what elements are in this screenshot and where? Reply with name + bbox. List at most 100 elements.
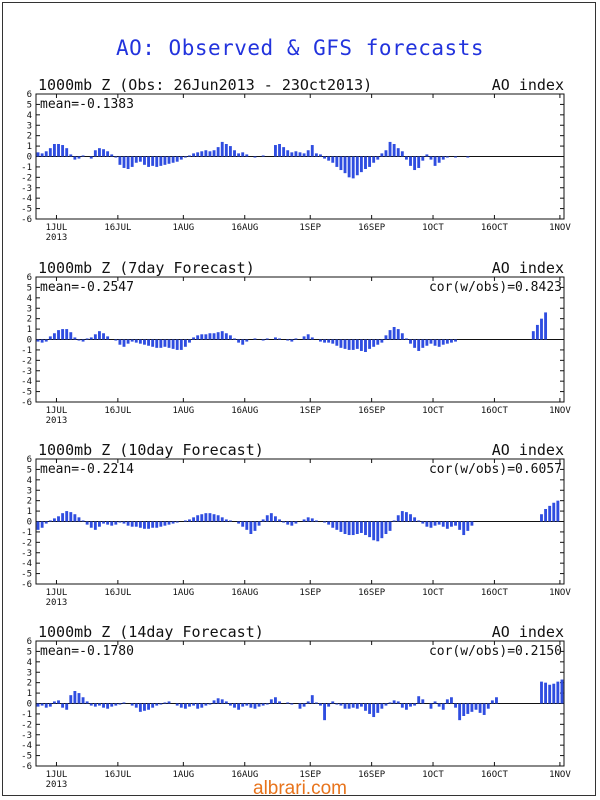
y-tick-label: 3 <box>27 668 32 678</box>
data-bar <box>409 156 412 166</box>
data-bar <box>478 703 482 713</box>
data-bar <box>314 153 318 157</box>
data-bar <box>392 700 396 704</box>
data-bar <box>388 141 392 157</box>
data-bar <box>40 153 44 157</box>
data-bar <box>335 156 339 167</box>
x-tick-label: 1NOV <box>549 588 571 598</box>
data-bar <box>183 156 187 158</box>
data-bar <box>454 521 457 526</box>
data-bar <box>413 156 417 171</box>
data-bar <box>409 703 412 707</box>
data-bar <box>196 515 200 522</box>
data-bar <box>548 505 552 522</box>
data-bar <box>151 521 155 528</box>
data-bar <box>404 338 408 340</box>
data-bar <box>282 147 286 157</box>
x-tick-label: 1AUG <box>173 223 195 233</box>
data-bar <box>396 515 400 522</box>
data-bar <box>327 339 331 343</box>
data-bar <box>147 703 150 710</box>
data-bar <box>249 521 253 534</box>
data-bar <box>351 156 355 179</box>
y-tick-label: -1 <box>21 346 32 356</box>
data-bar <box>261 155 265 157</box>
x-tick-label: 16AUG <box>231 588 258 598</box>
data-bar <box>224 144 228 157</box>
y-tick-label: 6 <box>27 455 32 465</box>
data-bar <box>404 156 408 160</box>
data-bar <box>384 335 388 340</box>
y-tick-label: 1 <box>27 689 32 699</box>
data-bar <box>343 156 347 174</box>
panel-title: 1000mb Z (Obs: 26Jun2013 - 23Oct2013) <box>38 76 372 94</box>
data-bar <box>306 517 310 522</box>
y-tick-label: 1 <box>27 325 32 335</box>
data-bar <box>155 156 159 167</box>
data-bar <box>134 339 138 343</box>
data-bar <box>335 521 339 530</box>
data-bar <box>241 703 245 707</box>
data-bar <box>290 521 294 526</box>
data-bar <box>368 156 372 167</box>
y-tick-label: 0 <box>27 700 32 710</box>
data-bar <box>204 150 208 157</box>
y-tick-label: -2 <box>21 356 32 366</box>
panel-index-label: AO index <box>492 76 564 94</box>
x-tick-label: 16OCT <box>481 770 509 780</box>
data-bar <box>192 517 196 522</box>
data-bar <box>163 339 167 347</box>
data-bar <box>122 521 126 524</box>
data-bar <box>413 339 417 348</box>
data-bar <box>364 521 367 536</box>
data-bar <box>302 703 306 707</box>
data-bar <box>138 339 142 344</box>
data-bar <box>130 703 134 706</box>
data-bar <box>151 156 155 166</box>
y-tick-label: 4 <box>27 658 32 668</box>
data-bar <box>81 339 85 342</box>
data-bar <box>65 148 69 157</box>
data-bar <box>69 695 73 704</box>
data-bar <box>98 703 101 706</box>
data-bar <box>85 338 89 340</box>
x-tick-label: 16SEP <box>358 223 386 233</box>
data-bar <box>347 703 351 709</box>
data-bar <box>388 702 392 704</box>
data-bar <box>200 514 204 522</box>
data-bar <box>40 521 44 528</box>
data-bar <box>147 156 150 167</box>
data-bar <box>323 339 326 343</box>
data-bar <box>278 144 281 157</box>
y-tick-label: 6 <box>27 90 32 100</box>
x-tick-label: 1OCT <box>422 588 444 598</box>
data-bar <box>450 339 453 343</box>
x-tick-label: 1JUL <box>46 223 68 233</box>
data-bar <box>294 521 298 524</box>
data-bar <box>409 514 412 522</box>
data-bar <box>57 516 60 522</box>
data-bar <box>216 147 220 157</box>
data-bar <box>450 521 453 527</box>
data-bar <box>163 156 167 165</box>
data-bar <box>147 521 150 529</box>
y-tick-label: -6 <box>21 398 32 408</box>
data-bar <box>290 703 294 705</box>
y-tick-label: 4 <box>27 476 32 486</box>
data-bar <box>138 521 142 528</box>
data-bar <box>294 151 298 157</box>
data-bar <box>278 701 281 704</box>
x-tick-label: 1OCT <box>422 770 444 780</box>
data-bar <box>368 339 372 349</box>
data-bar <box>93 150 97 157</box>
y-tick-label: 5 <box>27 100 32 110</box>
data-bar <box>286 339 290 341</box>
y-tick-label: 2 <box>27 132 32 142</box>
data-bar <box>466 703 470 714</box>
y-tick-label: 0 <box>27 336 32 346</box>
data-bar <box>65 329 69 340</box>
x-tick-label: 1AUG <box>173 406 195 416</box>
data-bar <box>241 339 245 345</box>
data-bar <box>138 156 142 162</box>
